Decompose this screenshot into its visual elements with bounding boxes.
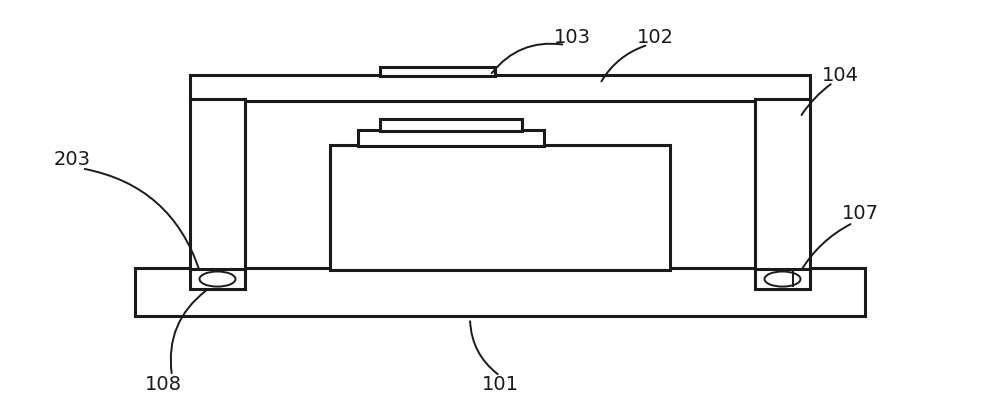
Bar	[190, 269, 245, 289]
Text: 203: 203	[54, 150, 90, 169]
Bar	[380, 119, 522, 131]
Bar	[755, 269, 810, 289]
Bar	[358, 130, 544, 146]
Bar	[380, 67, 495, 76]
Bar	[755, 99, 810, 270]
Bar	[190, 75, 810, 101]
Text: 103: 103	[554, 28, 590, 47]
Text: 104: 104	[822, 66, 858, 85]
Text: 101: 101	[482, 375, 518, 394]
Text: 108: 108	[144, 375, 182, 394]
Text: 102: 102	[637, 28, 674, 47]
Bar	[135, 268, 865, 316]
Text: 107: 107	[842, 204, 879, 223]
Bar	[330, 145, 670, 270]
Bar	[190, 99, 245, 270]
